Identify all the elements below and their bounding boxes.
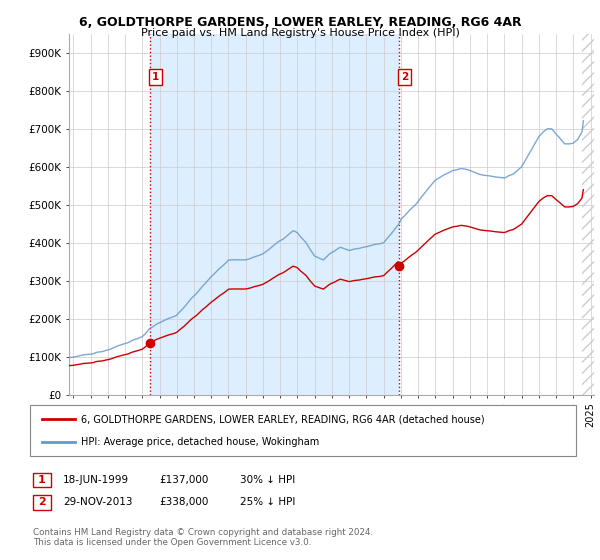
Text: 1: 1 xyxy=(38,475,46,485)
Text: 30% ↓ HPI: 30% ↓ HPI xyxy=(240,475,295,485)
Text: £338,000: £338,000 xyxy=(159,497,208,507)
Bar xyxy=(150,34,400,395)
Text: 6, GOLDTHORPE GARDENS, LOWER EARLEY, READING, RG6 4AR: 6, GOLDTHORPE GARDENS, LOWER EARLEY, REA… xyxy=(79,16,521,29)
Text: 29-NOV-2013: 29-NOV-2013 xyxy=(63,497,133,507)
Text: 1: 1 xyxy=(152,72,159,82)
Text: HPI: Average price, detached house, Wokingham: HPI: Average price, detached house, Woki… xyxy=(81,437,319,447)
Text: 6, GOLDTHORPE GARDENS, LOWER EARLEY, READING, RG6 4AR (detached house): 6, GOLDTHORPE GARDENS, LOWER EARLEY, REA… xyxy=(81,414,485,424)
Text: Price paid vs. HM Land Registry's House Price Index (HPI): Price paid vs. HM Land Registry's House … xyxy=(140,28,460,38)
Bar xyxy=(582,34,594,395)
Text: 25% ↓ HPI: 25% ↓ HPI xyxy=(240,497,295,507)
Text: £137,000: £137,000 xyxy=(159,475,208,485)
Text: Contains HM Land Registry data © Crown copyright and database right 2024.
This d: Contains HM Land Registry data © Crown c… xyxy=(33,528,373,547)
Text: 2: 2 xyxy=(401,72,408,82)
Bar xyxy=(582,34,594,395)
Text: 18-JUN-1999: 18-JUN-1999 xyxy=(63,475,129,485)
Text: 2: 2 xyxy=(38,497,46,507)
